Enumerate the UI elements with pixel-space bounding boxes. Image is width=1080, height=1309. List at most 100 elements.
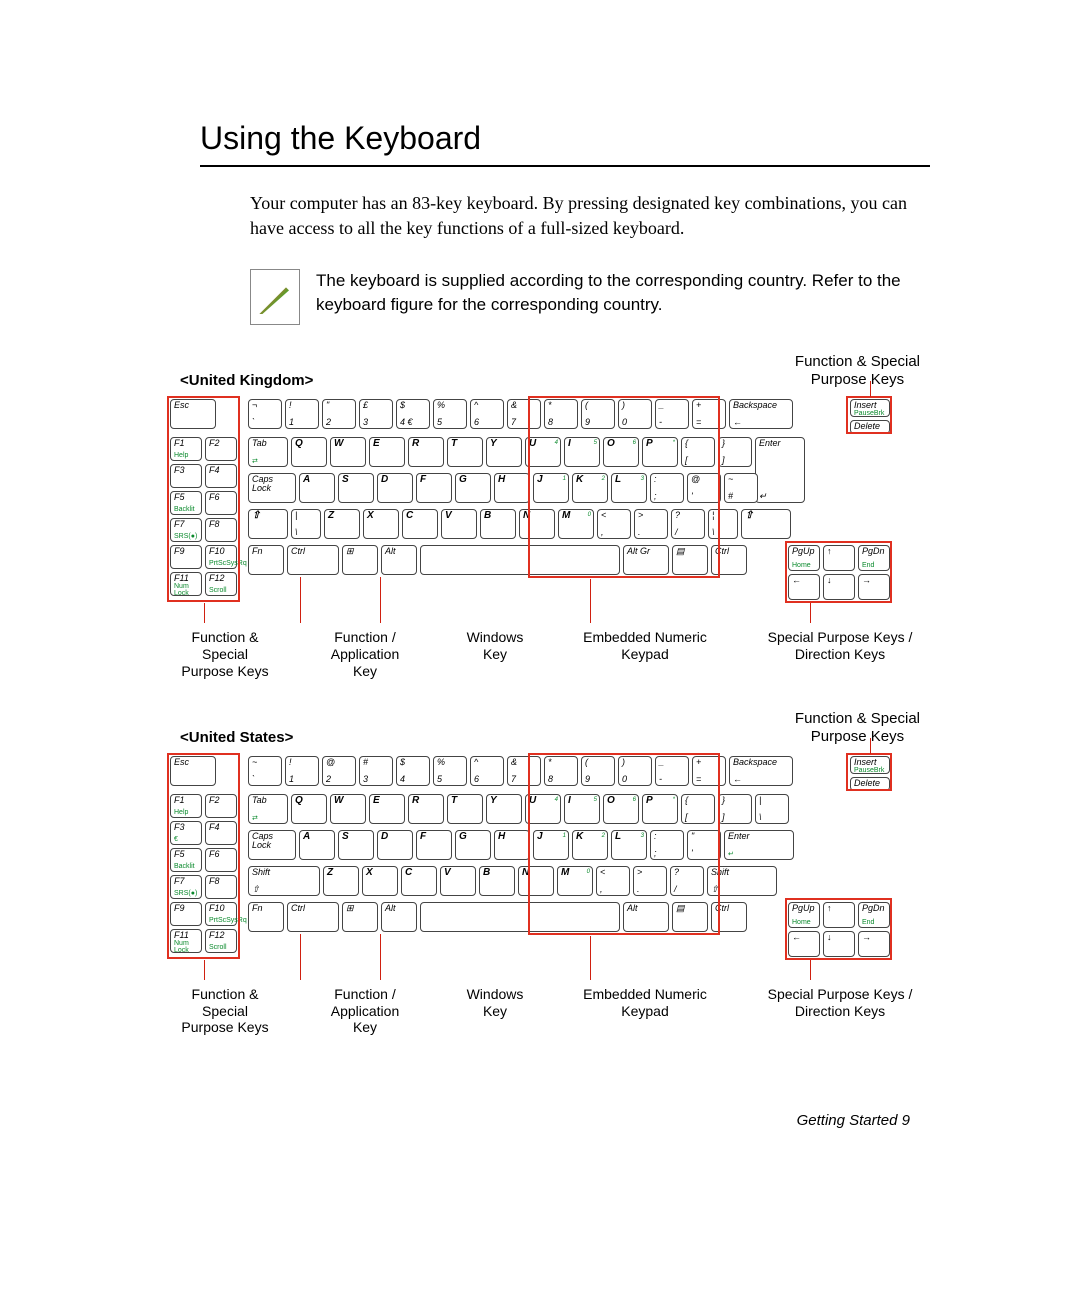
key: ?/ [670,866,704,896]
callout-fnapp: Function / Application Key [310,629,420,679]
key: ¦\ [708,509,738,539]
key: += [692,756,726,786]
uk-keyboard-diagram: F1HelpF2F3F4F5BacklitF6F7SRS(●)F8F9F10Pr… [170,395,890,625]
key: >. [634,509,668,539]
key: PgDnEnd [858,902,890,928]
key: @' [687,473,721,503]
key: W [330,794,366,824]
key: Alt [623,902,669,932]
key: R [408,437,444,467]
key: F2 [205,794,237,818]
key: X [362,866,398,896]
us-keyboard-section: <United States> Function & Special Purpo… [170,710,930,1036]
key: X [363,509,399,539]
callout-fnapp: Function / Application Key [310,986,420,1036]
key: Shift⇧ [248,866,320,896]
key: S [338,473,374,503]
key: }] [718,794,752,824]
key: A [299,830,335,860]
key: L3 [611,473,647,503]
key: InsertPauseBrk [850,399,890,417]
key: N [519,509,555,539]
key: L3 [611,830,647,860]
key: Ctrl [287,545,339,575]
key: E [369,794,405,824]
key: F3€ [170,821,202,845]
us-callouts: Function & Special Purpose Keys Function… [170,982,930,1036]
uk-header: <United Kingdom> Function & Special Purp… [170,353,930,395]
key: Esc [170,399,216,429]
key: !1 [285,399,319,429]
callout-fsp: Function & Special Purpose Keys [170,986,280,1036]
key: !1 [285,756,319,786]
key: ~` [248,756,282,786]
key: F6 [205,848,237,872]
key: P* [642,437,678,467]
callout-fsp: Function & Special Purpose Keys [170,629,280,679]
callout-direction: Special Purpose Keys / Direction Keys [750,629,930,679]
key: &7 [507,756,541,786]
key: Shift⇧ [707,866,777,896]
key [420,545,620,575]
key: P* [642,794,678,824]
key: #3 [359,756,393,786]
key: J1 [533,473,569,503]
key: F4 [205,464,237,488]
key: H [494,830,530,860]
page-title: Using the Keyboard [200,120,930,157]
key: F4 [205,821,237,845]
key: F [416,473,452,503]
key: F6 [205,491,237,515]
key: F11Num Lock [170,929,202,953]
note-block: The keyboard is supplied according to th… [250,269,930,325]
page: Using the Keyboard Your computer has an … [0,0,1080,1126]
key: ⊞ [342,545,378,575]
key: F8 [205,518,237,542]
key: I5 [564,794,600,824]
key: Backspace← [729,756,793,786]
key: H [494,473,530,503]
key: F7SRS(●) [170,875,202,899]
key: &7 [507,399,541,429]
key: InsertPauseBrk [850,756,890,774]
key: ▤ [672,545,708,575]
key: PgUpHome [788,545,820,571]
key: T [447,437,483,467]
key: ⊞ [342,902,378,932]
key: {[ [681,794,715,824]
key: Esc [170,756,216,786]
key: ⇧ [248,509,288,539]
key: F10PrtScSysRq [205,545,237,569]
key: K2 [572,473,608,503]
key: *8 [544,399,578,429]
key: Fn [248,902,284,932]
key: O6 [603,794,639,824]
callout-direction: Special Purpose Keys / Direction Keys [750,986,930,1036]
us-keyboard-diagram: F1HelpF2F3€F4F5BacklitF6F7SRS(●)F8F9F10P… [170,752,890,982]
pencil-note-icon [250,269,300,325]
key: F10PrtScSysRq [205,902,237,926]
key: Q [291,437,327,467]
key: N [518,866,554,896]
note-text: The keyboard is supplied according to th… [316,269,930,317]
key: C [402,509,438,539]
key: Z [324,509,360,539]
key: D [377,830,413,860]
key: Alt [381,545,417,575]
callout-numeric: Embedded Numeric Keypad [570,629,720,679]
key: O6 [603,437,639,467]
key: B [479,866,515,896]
intro-text: Your computer has an 83-key keyboard. By… [250,191,930,241]
key: Enter↵ [724,830,794,860]
key: <, [597,509,631,539]
key: Ctrl [711,545,747,575]
key: W [330,437,366,467]
key: F5Backlit [170,848,202,872]
uk-label: <United Kingdom> [180,372,313,389]
key: F9 [170,902,202,926]
key: F2 [205,437,237,461]
uk-keyboard-section: <United Kingdom> Function & Special Purp… [170,353,930,679]
key: T [447,794,483,824]
key: ↑ [823,545,855,571]
key: F [416,830,452,860]
